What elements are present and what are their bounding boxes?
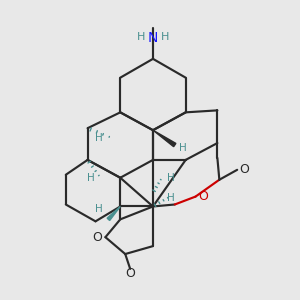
Text: O: O [93,231,102,244]
Text: H: H [95,204,102,214]
Polygon shape [153,130,176,147]
Text: O: O [239,163,249,176]
Text: O: O [125,267,135,280]
Text: H: H [179,143,187,153]
Text: H: H [95,133,102,143]
Text: H: H [167,173,175,183]
Text: H: H [87,173,94,183]
Text: H: H [137,32,145,42]
Text: O: O [199,190,208,203]
Polygon shape [107,206,120,220]
Text: N: N [148,31,158,45]
Text: H: H [161,32,169,42]
Text: H: H [167,193,175,202]
